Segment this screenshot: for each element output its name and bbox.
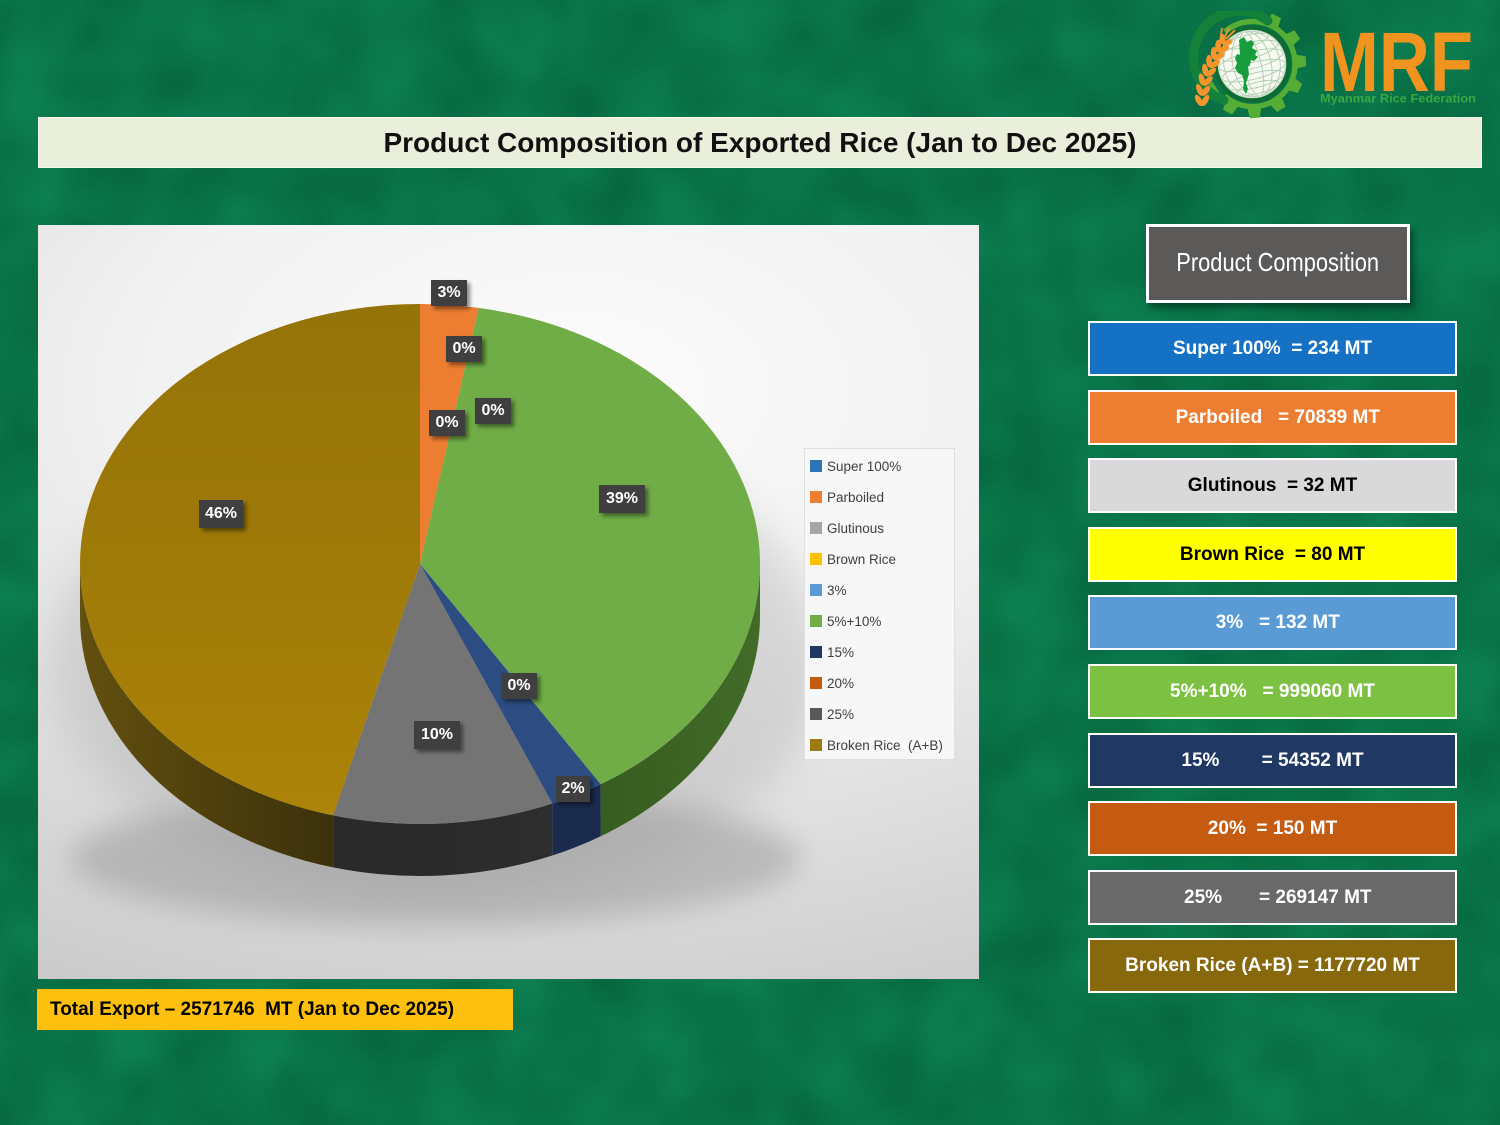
svg-text:MRF: MRF [1320, 15, 1473, 109]
svg-text:Myanmar Rice Federation: Myanmar Rice Federation [1320, 94, 1476, 106]
